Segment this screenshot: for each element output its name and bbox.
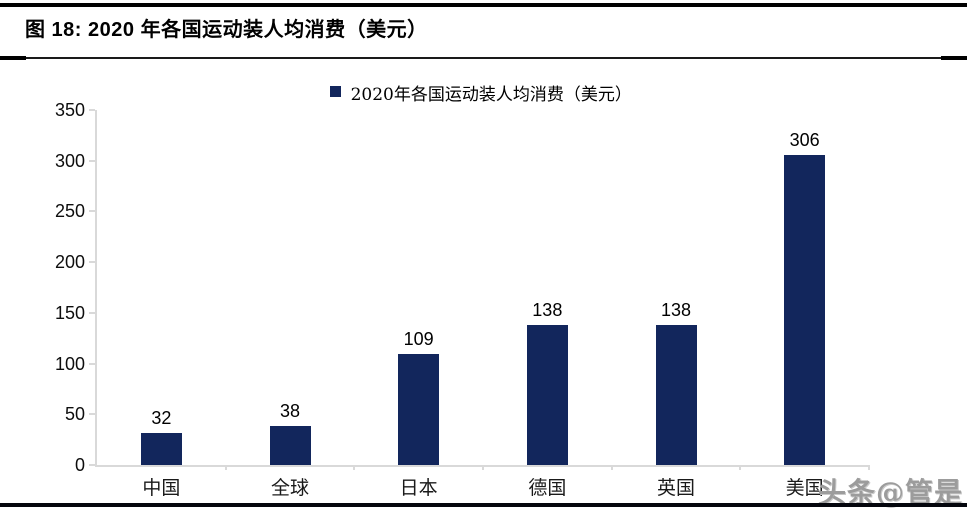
y-axis-tick-mark (89, 210, 95, 213)
y-axis-tick-label: 50 (64, 404, 85, 425)
bar-中国 (140, 432, 182, 465)
x-axis-category-label: 全球 (270, 477, 309, 499)
x-axis-category-label: 日本 (399, 477, 438, 499)
title-divider (0, 55, 967, 60)
y-axis-tick-mark (89, 159, 95, 162)
bottom-divider (0, 503, 967, 507)
y-axis-tick-mark (89, 261, 95, 264)
figure-title: 图 18: 2020 年各国运动装人均消费（美元） (25, 19, 428, 41)
bar-value-label: 138 (660, 300, 692, 321)
y-axis-tick-mark (89, 311, 95, 314)
bar-value-label: 38 (279, 401, 301, 422)
y-axis-tick-mark (89, 109, 95, 111)
divider-endcap-right (941, 55, 967, 60)
bar-德国 (526, 325, 568, 465)
bar-value-label: 109 (403, 329, 434, 350)
x-axis-category-label: 英国 (656, 477, 695, 499)
plot-area: 0 50 100 150 200 250 300 350 32 中国 38 全球 109 日本 138 德国 1… (55, 101, 870, 498)
y-axis-tick-label: 0 (74, 455, 85, 475)
x-axis-tick-mark (482, 465, 484, 470)
y-axis-tick-mark (89, 362, 95, 365)
bar-日本 (398, 354, 440, 465)
y-axis-tick-label: 300 (54, 150, 85, 171)
bar-value-label: 306 (789, 129, 820, 150)
x-axis-category-label: 美国 (785, 477, 824, 499)
bar-value-label: 138 (532, 300, 563, 321)
x-axis-tick-mark (224, 465, 227, 470)
y-axis-tick-label: 350 (54, 100, 85, 120)
x-axis-tick-mark (610, 465, 613, 470)
y-axis-tick-label: 100 (54, 353, 85, 374)
y-axis-tick-label: 200 (54, 252, 85, 273)
x-axis-tick-mark (353, 465, 356, 470)
x-axis-tick-mark (739, 465, 742, 470)
legend-swatch-icon (330, 85, 342, 97)
divider-endcap-left (0, 55, 26, 60)
top-divider (0, 3, 967, 7)
bar-全球 (269, 426, 311, 465)
x-axis-tick-mark (868, 465, 870, 470)
x-axis-category-label: 中国 (142, 477, 181, 499)
chart-legend: 2020年各国运动装人均消费（美元） (95, 80, 867, 105)
x-axis-category-label: 德国 (528, 477, 567, 499)
bar-英国 (655, 325, 697, 465)
y-axis-tick-mark (89, 464, 95, 466)
y-axis-tick-label: 150 (54, 302, 85, 323)
legend-label: 2020年各国运动装人均消费（美元） (350, 85, 632, 105)
bar-value-label: 32 (151, 407, 172, 428)
y-axis-tick-label: 250 (54, 201, 85, 222)
bar-美国 (784, 154, 826, 465)
y-axis-tick-mark (89, 413, 95, 416)
